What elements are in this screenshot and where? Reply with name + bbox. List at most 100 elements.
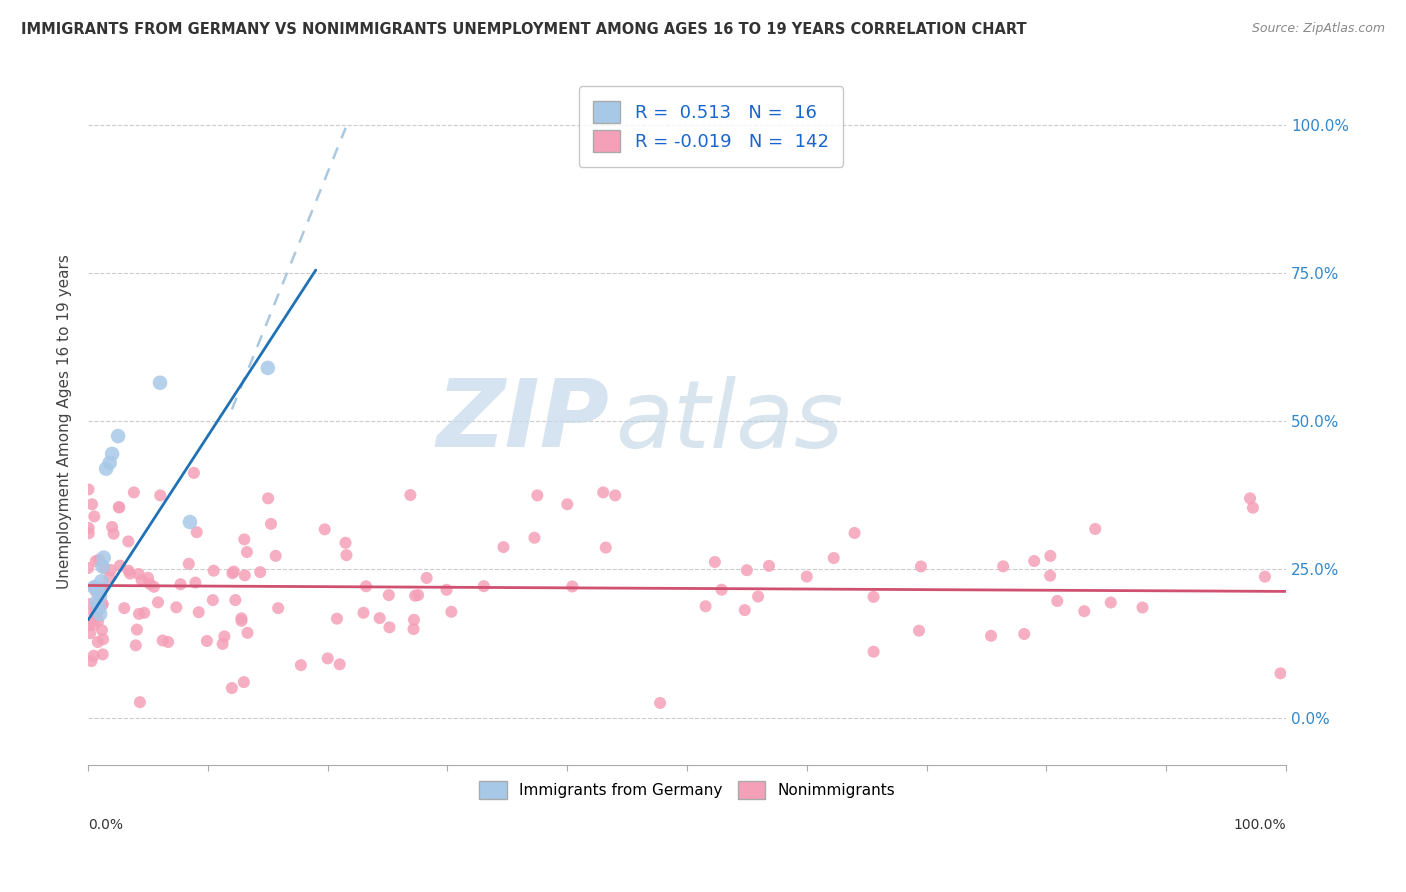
Point bbox=[605, 488, 627, 502]
Point bbox=[1254, 569, 1277, 583]
Point bbox=[232, 675, 254, 690]
Point bbox=[402, 613, 425, 627]
Point bbox=[214, 629, 236, 643]
Point bbox=[257, 491, 280, 506]
Point bbox=[747, 590, 769, 604]
Point bbox=[93, 550, 115, 565]
Point bbox=[77, 526, 100, 541]
Point bbox=[1046, 594, 1069, 608]
Point bbox=[80, 654, 103, 668]
Point bbox=[648, 696, 671, 710]
Point bbox=[86, 595, 108, 609]
Point bbox=[77, 561, 100, 575]
Point bbox=[101, 447, 124, 461]
Point bbox=[87, 552, 110, 566]
Point bbox=[77, 618, 100, 632]
Point bbox=[128, 566, 150, 581]
Point bbox=[94, 461, 117, 475]
Point bbox=[87, 635, 110, 649]
Point bbox=[561, 579, 583, 593]
Point bbox=[93, 561, 115, 575]
Point bbox=[316, 651, 339, 665]
Point bbox=[910, 559, 932, 574]
Point bbox=[87, 601, 110, 615]
Point bbox=[107, 429, 129, 443]
Point bbox=[368, 611, 391, 625]
Text: atlas: atlas bbox=[616, 376, 844, 467]
Point bbox=[233, 568, 256, 582]
Point bbox=[440, 605, 463, 619]
Point bbox=[354, 579, 377, 593]
Point bbox=[592, 485, 614, 500]
Point bbox=[91, 580, 114, 594]
Point bbox=[152, 633, 174, 648]
Point bbox=[84, 584, 107, 599]
Point bbox=[233, 533, 256, 547]
Point bbox=[399, 488, 422, 502]
Point bbox=[103, 526, 125, 541]
Point bbox=[77, 483, 100, 497]
Point bbox=[991, 559, 1014, 574]
Point bbox=[91, 648, 114, 662]
Point bbox=[149, 488, 172, 502]
Point bbox=[165, 600, 187, 615]
Point bbox=[695, 599, 717, 614]
Point bbox=[91, 559, 114, 574]
Point bbox=[179, 515, 201, 529]
Point bbox=[201, 593, 224, 607]
Point bbox=[100, 563, 122, 577]
Point bbox=[83, 581, 105, 595]
Point bbox=[523, 531, 546, 545]
Legend: Immigrants from Germany, Nonimmigrants: Immigrants from Germany, Nonimmigrants bbox=[472, 775, 901, 805]
Point bbox=[112, 601, 135, 615]
Point bbox=[256, 360, 278, 375]
Point bbox=[83, 509, 105, 524]
Point bbox=[710, 582, 733, 597]
Point bbox=[221, 681, 243, 695]
Point bbox=[157, 635, 180, 649]
Point bbox=[352, 606, 374, 620]
Point bbox=[84, 607, 107, 621]
Text: ZIP: ZIP bbox=[436, 376, 609, 467]
Point bbox=[202, 564, 225, 578]
Point bbox=[862, 590, 884, 604]
Point bbox=[980, 629, 1002, 643]
Point bbox=[378, 620, 401, 634]
Point bbox=[117, 534, 139, 549]
Point bbox=[142, 580, 165, 594]
Point bbox=[84, 554, 107, 568]
Point bbox=[91, 598, 114, 612]
Point bbox=[91, 624, 114, 638]
Point bbox=[734, 603, 756, 617]
Point bbox=[1084, 522, 1107, 536]
Point bbox=[526, 488, 548, 502]
Point bbox=[1241, 500, 1264, 515]
Point bbox=[83, 648, 105, 663]
Point bbox=[146, 595, 169, 609]
Point bbox=[221, 566, 243, 581]
Point bbox=[231, 611, 253, 625]
Point bbox=[862, 645, 884, 659]
Point bbox=[98, 571, 121, 585]
Point bbox=[184, 575, 207, 590]
Point bbox=[117, 564, 139, 578]
Point bbox=[378, 588, 401, 602]
Point bbox=[735, 563, 758, 577]
Point bbox=[91, 597, 114, 611]
Point bbox=[98, 456, 121, 470]
Point bbox=[77, 521, 100, 535]
Point bbox=[1039, 549, 1062, 563]
Point bbox=[149, 376, 172, 390]
Point bbox=[472, 579, 495, 593]
Point bbox=[1012, 627, 1035, 641]
Point bbox=[122, 485, 145, 500]
Point bbox=[86, 609, 108, 624]
Y-axis label: Unemployment Among Ages 16 to 19 years: Unemployment Among Ages 16 to 19 years bbox=[58, 254, 72, 589]
Text: 0.0%: 0.0% bbox=[89, 819, 124, 832]
Point bbox=[555, 497, 578, 511]
Point bbox=[326, 612, 349, 626]
Point bbox=[1024, 554, 1046, 568]
Text: Source: ZipAtlas.com: Source: ZipAtlas.com bbox=[1251, 22, 1385, 36]
Point bbox=[222, 565, 245, 579]
Point bbox=[186, 525, 208, 540]
